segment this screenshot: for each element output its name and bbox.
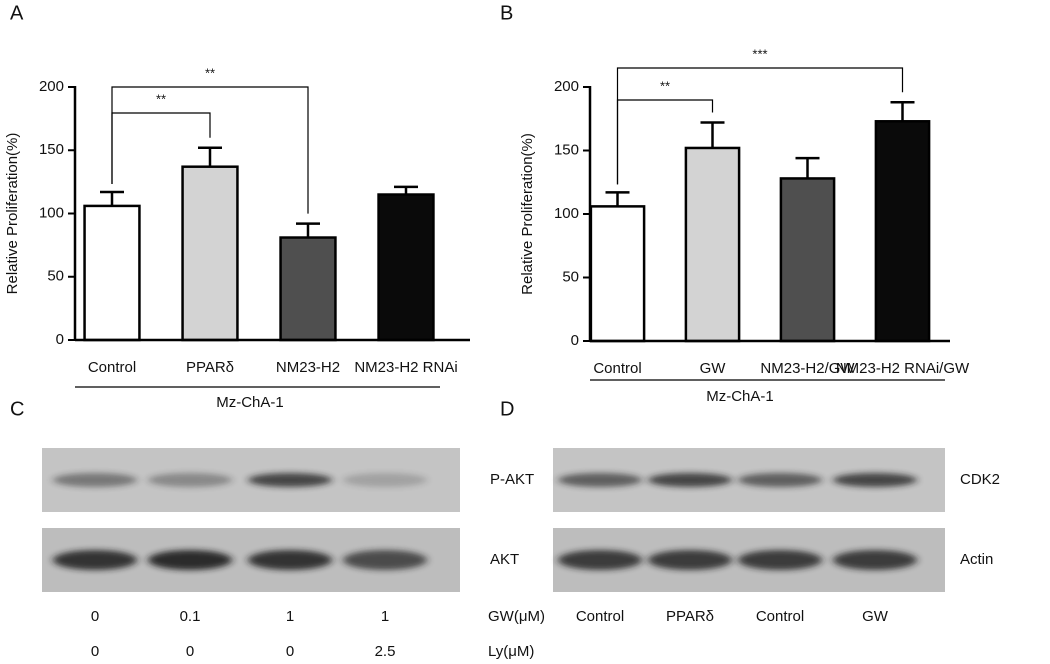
blot-band (738, 550, 822, 570)
y-axis-label: Relative Proliferation(%) (4, 133, 21, 295)
bar (874, 120, 931, 343)
blot-band (738, 473, 822, 487)
bar (181, 165, 239, 342)
y-tick-label: 0 (56, 331, 64, 348)
group-label: Mz-ChA-1 (706, 388, 774, 405)
significance-label: ** (205, 65, 215, 80)
blot-band (53, 473, 137, 487)
y-tick-label: 200 (39, 78, 64, 95)
condition-value: 0 (186, 643, 194, 660)
lane-label: Control (576, 608, 624, 625)
y-tick-label: 0 (571, 332, 579, 349)
panel-label: B (500, 2, 513, 24)
x-tick-label: NM23-H2 RNAi (354, 359, 457, 376)
blot-band (343, 550, 427, 570)
y-tick-label: 100 (554, 205, 579, 222)
significance-bracket (616, 67, 904, 185)
group-label: Mz-ChA-1 (216, 394, 284, 411)
lane-label: GW (862, 608, 889, 625)
x-tick-label: Control (88, 359, 136, 376)
blot-band (248, 550, 332, 570)
blot-band (558, 550, 642, 570)
condition-value: 1 (381, 608, 389, 625)
bar (589, 205, 646, 343)
band-label: Actin (960, 551, 993, 568)
x-tick-label: Control (593, 360, 641, 377)
blot-band (248, 473, 332, 487)
blot-band (833, 473, 917, 487)
blot-band (53, 550, 137, 570)
condition-label: Ly(μM) (488, 643, 534, 660)
condition-value: 1 (286, 608, 294, 625)
y-tick-label: 150 (39, 141, 64, 158)
condition-label: GW(μM) (488, 608, 545, 625)
panel-label: D (500, 398, 514, 420)
blot-band (148, 473, 232, 487)
bar (779, 177, 836, 343)
band-label: AKT (490, 551, 519, 568)
condition-value: 0 (286, 643, 294, 660)
y-tick-label: 150 (554, 141, 579, 158)
bar (377, 193, 435, 342)
blot-band (558, 473, 642, 487)
significance-label: ** (660, 78, 670, 93)
condition-value: 2.5 (375, 643, 396, 660)
x-tick-label: PPARδ (186, 359, 234, 376)
band-label: CDK2 (960, 471, 1000, 488)
y-tick-label: 50 (47, 268, 64, 285)
significance-label: *** (752, 46, 767, 61)
blot-band (648, 473, 732, 487)
bar (279, 236, 337, 342)
blot-band (833, 550, 917, 570)
y-tick-label: 100 (39, 204, 64, 221)
panel-label: C (10, 398, 24, 420)
lane-label: Control (756, 608, 804, 625)
x-tick-label: NM23-H2/GW (760, 360, 855, 377)
panel-label: A (10, 2, 24, 24)
lane-label: PPARδ (666, 608, 714, 625)
condition-value: 0.1 (180, 608, 201, 625)
y-tick-label: 200 (554, 78, 579, 95)
significance-bracket (111, 86, 309, 214)
blot-band (343, 473, 427, 487)
condition-value: 0 (91, 643, 99, 660)
condition-value: 0 (91, 608, 99, 625)
x-tick-label: GW (700, 360, 727, 377)
x-tick-label: NM23-H2 (276, 359, 340, 376)
bar (684, 146, 741, 343)
band-label: P-AKT (490, 471, 534, 488)
blot-band (148, 550, 232, 570)
x-tick-label: NM23-H2 RNAi/GW (836, 360, 970, 377)
bar (83, 204, 141, 342)
y-tick-label: 50 (562, 268, 579, 285)
y-axis-label: Relative Proliferation(%) (519, 133, 536, 295)
significance-label: ** (156, 91, 166, 106)
blot-band (648, 550, 732, 570)
